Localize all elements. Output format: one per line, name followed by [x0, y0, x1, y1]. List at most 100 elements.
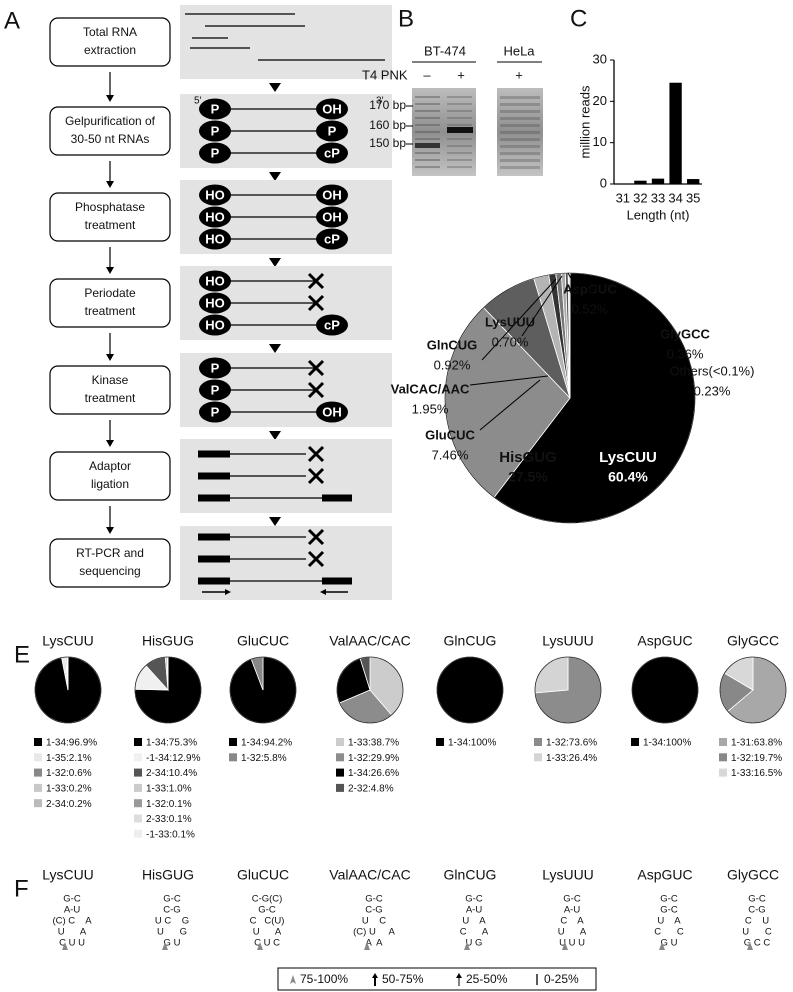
leader-line	[571, 273, 663, 336]
cleavage-mark	[747, 942, 753, 950]
pie-outline	[631, 656, 699, 724]
legend-label: 1-33:1.0%	[146, 784, 192, 795]
adaptor	[198, 533, 230, 541]
cleavage-mark	[162, 942, 168, 950]
legend-symbol	[456, 973, 462, 978]
legend-label: 1-34:26.6%	[348, 768, 399, 779]
loop-line: G-C	[63, 894, 81, 905]
step-label: Gelpurification of	[65, 114, 156, 128]
loop-line: C-G	[163, 905, 180, 916]
legend-swatch	[229, 738, 237, 746]
loop-line: A-U	[466, 905, 483, 916]
end-group	[199, 206, 231, 228]
pie-outline	[436, 656, 504, 724]
leader-line	[469, 375, 549, 386]
end-group	[199, 142, 231, 164]
cleavage-mark	[364, 942, 370, 950]
cross	[307, 359, 325, 377]
legend-symbol	[290, 975, 296, 984]
gel-band	[500, 96, 540, 99]
loop-line: G-C	[660, 894, 678, 905]
end-group	[316, 184, 348, 206]
slice-name: AspGUC	[563, 281, 617, 296]
loop-line: U C	[742, 927, 772, 938]
end-group	[316, 98, 348, 120]
loop-line: G-C	[660, 905, 678, 916]
trna-name: HisGUG	[142, 867, 194, 883]
pie-title: HisGUG	[142, 633, 194, 649]
end-group	[199, 98, 231, 120]
strand-end: 5′	[194, 96, 202, 107]
loop-line: G-C	[365, 894, 383, 905]
y-axis-label: million reads	[577, 85, 592, 158]
loop-line: C C(U)	[250, 916, 285, 927]
panel-label: F	[14, 875, 29, 902]
legend-label: 1-32:29.9%	[348, 753, 399, 764]
bar	[669, 82, 682, 184]
loop-line: G-C	[163, 894, 181, 905]
lane-label: +	[515, 67, 523, 82]
end-label: P	[211, 145, 220, 160]
loop-line: C U C	[254, 938, 280, 949]
loop-line: U G	[157, 927, 187, 938]
legend-label: 1-33:16.5%	[731, 768, 782, 779]
x-tick-label: 32	[633, 190, 647, 205]
gel-band	[447, 103, 472, 105]
end-label: HO	[205, 295, 225, 310]
loop-line: (C) U A	[353, 927, 395, 938]
bar	[651, 178, 665, 184]
slice-name: LysCUU	[599, 449, 657, 466]
legend-swatch	[534, 753, 542, 762]
legend-swatch	[134, 829, 142, 838]
end-label: OH	[322, 209, 342, 224]
bar	[634, 180, 647, 184]
legend-swatch	[336, 783, 344, 792]
cleavage-mark	[659, 942, 665, 950]
cross	[307, 381, 325, 399]
bar	[687, 179, 700, 184]
step-label: Total RNA	[83, 25, 137, 39]
loop-line: U A	[58, 927, 87, 938]
gel-band	[447, 152, 472, 154]
legend-swatch	[134, 783, 142, 792]
legend-label: 1-34:100%	[643, 738, 691, 749]
trna-name: AspGUC	[637, 867, 692, 883]
primer-head	[225, 589, 231, 595]
x-tick-label: 33	[651, 190, 665, 205]
adaptor	[198, 577, 230, 585]
loop-line: C U U	[59, 938, 85, 949]
pie-outline	[229, 656, 297, 724]
legend-label: 1-31:63.8%	[731, 738, 782, 749]
gel-band	[500, 124, 540, 127]
legend-swatch	[336, 753, 344, 762]
end-label: cP	[324, 317, 340, 332]
x-tick-label: 31	[616, 190, 630, 205]
loop-line: U C	[362, 916, 386, 927]
end-label: P	[211, 123, 220, 138]
arrow-head	[106, 95, 114, 102]
gel-band	[500, 145, 540, 148]
gel-band	[447, 96, 472, 98]
step-box	[49, 106, 171, 156]
gel-band	[415, 152, 440, 154]
cell-line: BT-474	[424, 43, 466, 58]
legend-label: 25-50%	[466, 972, 508, 986]
step-label: Adaptor	[89, 459, 131, 473]
legend-label: 2-33:0.1%	[146, 814, 192, 825]
loop-line: G U	[164, 938, 181, 949]
legend-swatch	[34, 738, 42, 746]
legend-label: 1-34:94.2%	[241, 738, 292, 749]
slice-value: 0.52%	[572, 301, 609, 316]
step-box	[49, 278, 171, 328]
legend-label: 1-32:0.1%	[146, 799, 192, 810]
legend-label: 2-34:0.2%	[46, 799, 92, 810]
cross	[307, 550, 325, 568]
loop-line: G U	[661, 938, 678, 949]
end-label: P	[211, 382, 220, 397]
legend-swatch	[134, 814, 142, 823]
loop-line: C A	[560, 916, 584, 927]
slice-value: 60.4%	[608, 469, 648, 485]
size-marker: 160 bp	[369, 118, 406, 132]
gel-band	[447, 159, 472, 161]
loop-line: U A	[558, 927, 587, 938]
